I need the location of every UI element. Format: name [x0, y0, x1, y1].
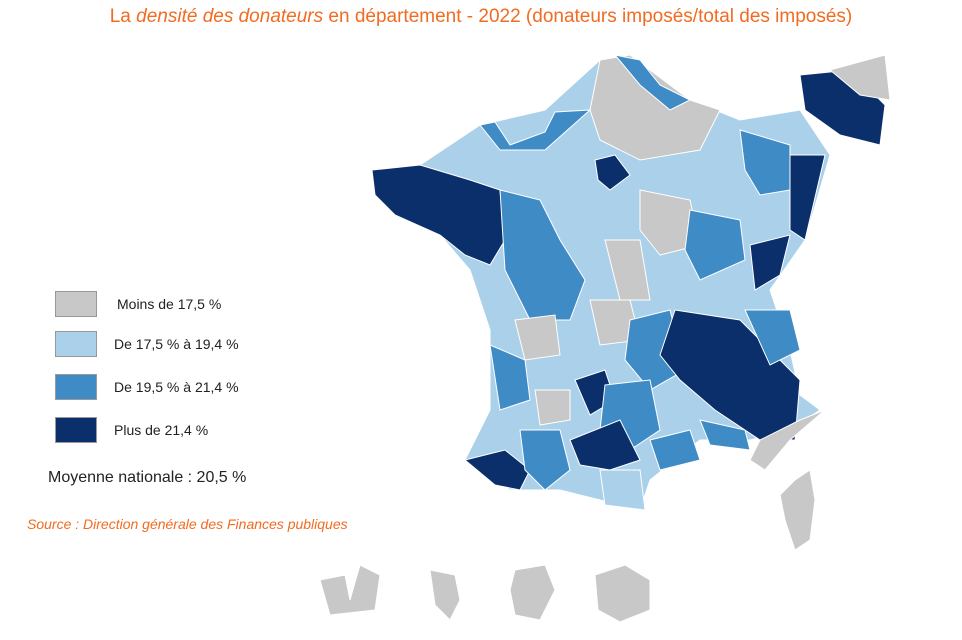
region-charente — [489, 344, 531, 411]
legend-item-low: Moins de 17,5 % — [55, 290, 221, 318]
region-gers — [519, 429, 571, 491]
legend-item-high: Plus de 21,4 % — [55, 416, 208, 444]
region-pyrenees-atl — [463, 449, 531, 491]
legend-swatch — [55, 417, 97, 443]
legend-swatch — [55, 374, 97, 400]
title-italic: densité des donateurs — [136, 6, 324, 27]
overseas-martinique — [429, 569, 461, 621]
region-loire — [499, 189, 586, 321]
region-north — [589, 54, 721, 161]
region-normandy — [479, 109, 592, 151]
region-center — [604, 239, 651, 301]
title-prefix: La — [109, 6, 137, 27]
region-jura — [749, 234, 791, 291]
legend-swatch — [55, 331, 97, 357]
region-alsace — [789, 154, 826, 241]
region-pyrenees-or — [599, 469, 646, 511]
national-average: Moyenne nationale : 20,5 % — [48, 469, 247, 486]
region-herault — [649, 429, 701, 471]
region-poitou — [514, 314, 561, 361]
region-alps-north — [744, 309, 801, 366]
overseas-guadeloupe — [319, 564, 381, 616]
region-east1 — [739, 129, 791, 196]
region-lux — [828, 54, 891, 101]
region-brittany — [371, 164, 506, 266]
legend-label: Plus de 21,4 % — [114, 422, 209, 438]
region-paris — [594, 154, 631, 191]
map-title: La densité des donateurs en département … — [0, 6, 962, 28]
legend-swatch — [55, 291, 97, 317]
source-note: Source : Direction générale des Finances… — [27, 516, 348, 532]
region-nord — [613, 54, 692, 111]
region-corsica — [779, 469, 816, 551]
region-toulouse — [569, 419, 641, 471]
region-riviera — [749, 409, 826, 471]
legend-label: De 19,5 % à 21,4 % — [114, 379, 239, 395]
overseas-reunion — [594, 564, 651, 623]
region-lot — [534, 389, 571, 426]
legend-item-mid-low: De 17,5 % à 19,4 % — [55, 330, 239, 358]
legend-item-mid-high: De 19,5 % à 21,4 % — [55, 373, 239, 401]
legend-label: Moins de 17,5 % — [117, 296, 222, 312]
title-suffix: en département - 2022 (donateurs imposés… — [323, 6, 853, 27]
region-burgundy — [684, 209, 746, 281]
region-var — [699, 419, 751, 451]
region-center-east — [639, 189, 701, 256]
overseas-guyane — [509, 564, 556, 621]
legend-label: De 17,5 % à 19,4 % — [114, 336, 239, 352]
